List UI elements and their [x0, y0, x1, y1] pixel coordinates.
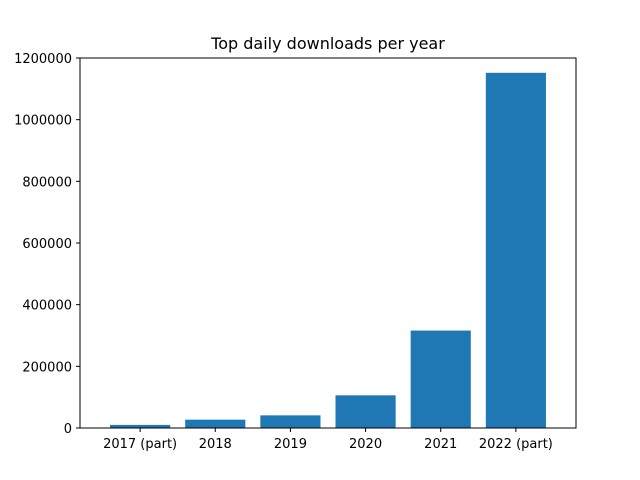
y-tick-label-3: 600000	[22, 237, 72, 252]
chart-title: Top daily downloads per year	[210, 34, 445, 53]
bar-3	[335, 395, 396, 428]
y-axis: 0 200000 400000 600000 800000 1000000 1200000	[14, 52, 80, 437]
x-axis: 2017 (part) 2018 2019 2020 2021 2022 (part)	[103, 428, 553, 452]
x-tick-label-1: 2018	[199, 437, 232, 452]
plot-frame	[79, 57, 577, 429]
y-tick-label-2: 400000	[22, 299, 72, 314]
x-tick-label-4: 2021	[424, 437, 457, 452]
y-tick-label-6: 1200000	[14, 52, 72, 67]
bar-5	[485, 72, 546, 429]
bar-4	[410, 330, 471, 428]
x-tick-label-2: 2019	[274, 437, 307, 452]
x-tick-label-3: 2020	[349, 437, 382, 452]
y-tick-label-1: 200000	[22, 360, 72, 375]
y-tick-label-5: 1000000	[14, 114, 72, 129]
x-tick-label-5: 2022 (part)	[479, 437, 553, 452]
bar-1	[185, 419, 246, 428]
y-tick-label-0: 0	[64, 422, 72, 437]
bar-0	[110, 424, 171, 428]
bar-2	[260, 415, 321, 428]
y-tick-label-4: 800000	[22, 175, 72, 190]
x-tick-label-0: 2017 (part)	[103, 437, 177, 452]
bars-layer	[110, 72, 546, 429]
